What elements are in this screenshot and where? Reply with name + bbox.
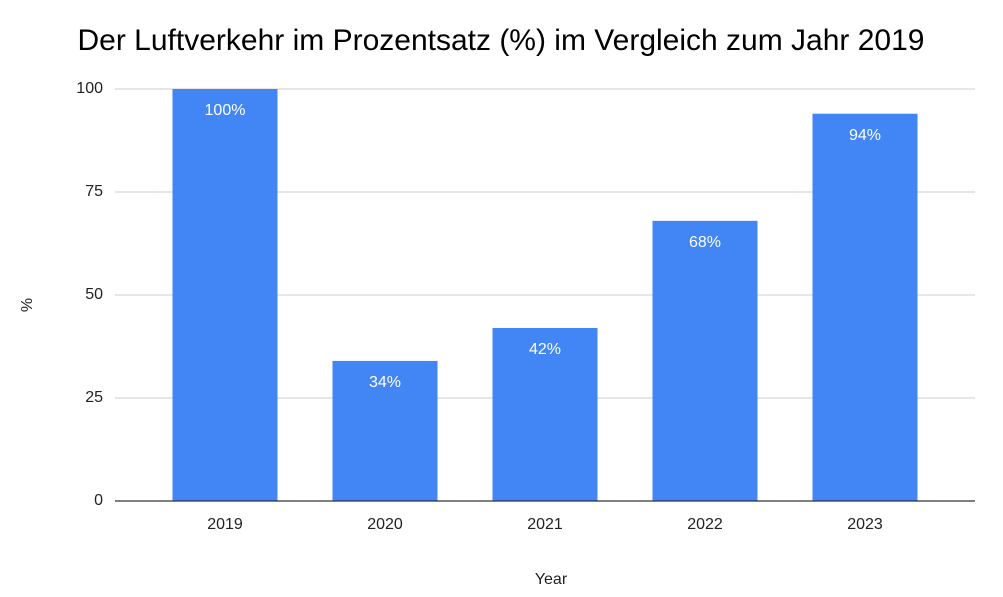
chart-title: Der Luftverkehr im Prozentsatz (%) im Ve… <box>78 24 925 57</box>
bar <box>492 327 598 501</box>
x-tick-label: 2019 <box>207 516 243 533</box>
bar <box>332 360 438 501</box>
data-label: 68% <box>689 234 721 251</box>
x-tick-label: 2023 <box>847 516 883 533</box>
x-axis-title: Year <box>535 571 568 588</box>
y-tick-label: 25 <box>85 389 103 406</box>
x-tick-label: 2020 <box>367 516 403 533</box>
y-tick-label: 0 <box>94 492 103 509</box>
y-tick-label: 100 <box>76 80 103 97</box>
y-tick-label: 75 <box>85 183 103 200</box>
y-tick-label: 50 <box>85 286 103 303</box>
bar <box>812 113 918 501</box>
y-axis-title: % <box>19 298 36 312</box>
data-label: 42% <box>529 341 561 358</box>
data-label: 34% <box>369 374 401 391</box>
x-tick-label: 2022 <box>687 516 723 533</box>
x-tick-label: 2021 <box>527 516 563 533</box>
data-label: 100% <box>205 102 246 119</box>
bar <box>172 89 278 501</box>
bar <box>652 220 758 501</box>
data-label: 94% <box>849 127 881 144</box>
